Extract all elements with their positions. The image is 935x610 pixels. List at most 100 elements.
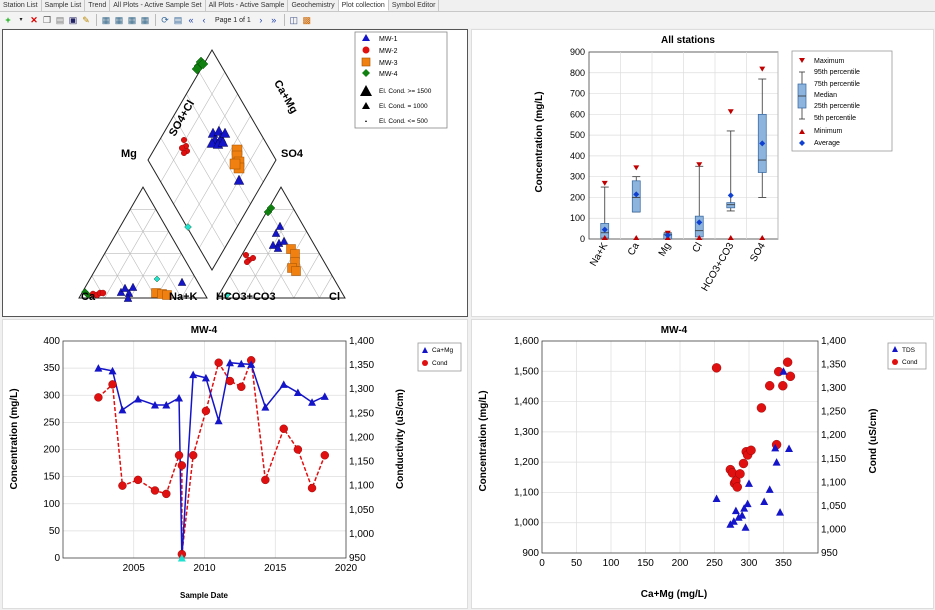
piper-diagram-pane[interactable]: SO4+Cl Ca+Mg Mg SO4 Ca Na+K HCO3+CO3 Cl … <box>2 29 468 317</box>
scatter-y2tick: 1,250 <box>821 407 846 418</box>
boxplot-xtick: Na+K <box>588 241 610 269</box>
scatter-tds-point <box>779 367 788 375</box>
scatter-tds-point <box>743 499 752 508</box>
piper-label-nak: Na+K <box>169 291 197 303</box>
scatter-ytick: 1,100 <box>514 487 539 498</box>
tab-sample-list[interactable]: Sample List <box>42 0 86 11</box>
add-icon[interactable]: + <box>5 15 11 25</box>
scatter-y2tick: 1,200 <box>821 430 846 441</box>
grid-icon[interactable]: ▦ <box>101 15 111 25</box>
scatter-ytick: 1,600 <box>514 336 539 347</box>
tab-plot-collection[interactable]: Plot collection <box>338 0 389 11</box>
boxplot-chart: All stations Concentration (mg/L) 0 100 20… <box>534 35 893 293</box>
trend-cond-point <box>320 451 329 460</box>
cation-triangle-outline <box>78 186 208 299</box>
trend-ytick: 0 <box>54 553 60 564</box>
trend-y2tick: 1,300 <box>349 384 374 395</box>
first-page-icon[interactable]: « <box>188 15 194 25</box>
trend-cond-point <box>261 475 270 485</box>
trend-ytick: 300 <box>43 390 60 401</box>
trend-camg-point <box>279 380 288 388</box>
tab-trend[interactable]: Trend <box>85 0 111 11</box>
trend-cond-line <box>97 360 326 555</box>
trend-xlabel: Sample Date <box>180 591 229 600</box>
toolbar-separator <box>155 14 156 26</box>
timeseries-pane[interactable]: MW-4 Concentration (mg/L) Conductivity (… <box>2 319 468 609</box>
trend-cond-point <box>108 380 117 389</box>
trend-cond-point <box>177 461 187 470</box>
scatter-cond-point <box>765 381 775 391</box>
legend-maximum-icon <box>799 58 805 63</box>
piper-point-mw1 <box>219 127 231 138</box>
trend-cond-point <box>174 451 184 460</box>
trend-camg-point <box>214 416 223 425</box>
page-indicator: Page 1 of 1 <box>215 16 251 24</box>
copy-icon[interactable]: ❐ <box>42 15 52 25</box>
trend-y2tick: 1,100 <box>349 481 374 492</box>
scatter-legend: TDS Cond <box>887 342 927 370</box>
boxplot-max-marker <box>727 109 734 115</box>
trend-y2label: Conductivity (uS/cm) <box>395 389 406 489</box>
grid-remove-icon[interactable]: ▦ <box>140 15 150 25</box>
save-icon[interactable]: ▣ <box>68 15 78 25</box>
scatter-tds-point <box>760 497 769 506</box>
scatter-ytick: 1,000 <box>514 518 539 529</box>
prev-page-icon[interactable]: ‹ <box>202 15 206 25</box>
piper-point-mw4 <box>191 63 203 75</box>
tab-station-list[interactable]: Station List <box>0 0 42 11</box>
legend-minimum-icon <box>799 129 805 134</box>
trend-ytick: 400 <box>43 336 60 347</box>
layout-icon[interactable]: ▤ <box>173 15 183 25</box>
tab-all-plots-sample-set[interactable]: All Plots - Active Sample Set <box>110 0 206 11</box>
legend-mw2: MW-2 <box>379 48 398 55</box>
refresh-icon[interactable]: ⟳ <box>161 15 169 25</box>
next-page-icon[interactable]: › <box>259 15 263 25</box>
tab-bar: Station List Sample List Trend All Plots… <box>0 0 935 12</box>
boxplot-pane[interactable]: All stations Concentration (mg/L) 0 100 20… <box>471 29 934 317</box>
scatter-ytick: 1,300 <box>514 427 539 438</box>
scatter-ytick: 1,500 <box>514 366 539 377</box>
trend-camg-point <box>162 401 171 409</box>
grid-edit-icon[interactable]: ▦ <box>127 15 137 25</box>
dropdown-arrow-icon[interactable]: ▾ <box>19 17 23 23</box>
scatter-ytick: 1,400 <box>514 397 539 408</box>
piper-point-mw3 <box>291 266 301 276</box>
trend-camg-point <box>293 388 302 397</box>
scatter-cond-point <box>785 371 796 382</box>
diamond-grid <box>198 71 264 183</box>
delete-icon[interactable]: ✕ <box>30 15 38 25</box>
grid-add-icon[interactable]: ▦ <box>114 15 124 25</box>
piper-point-cyan <box>153 275 161 283</box>
last-page-icon[interactable]: » <box>271 15 277 25</box>
piper-point-mw4 <box>197 58 209 70</box>
edit-icon[interactable]: ✎ <box>82 15 90 25</box>
legend-average: Average <box>814 140 840 147</box>
trend-cond-point <box>118 481 127 490</box>
trend-camg-point <box>108 366 117 375</box>
scatter-pane[interactable]: MW-4 Concentration (mg/L) Cond (uS/cm) C… <box>471 319 934 609</box>
image-icon[interactable]: ▩ <box>302 15 312 25</box>
trend-camg-point <box>175 393 184 402</box>
legend-size-medium-icon <box>362 102 370 109</box>
piper-point-mw1 <box>206 137 218 148</box>
diamond-grid <box>198 137 264 249</box>
scatter-y2tick: 1,050 <box>821 501 846 512</box>
scatter-chart: MW-4 Concentration (mg/L) Cond (uS/cm) C… <box>478 325 927 600</box>
boxplot-avg-marker <box>727 192 734 199</box>
tab-symbol-editor[interactable]: Symbol Editor <box>389 0 440 11</box>
split-view-icon[interactable]: ◫ <box>289 15 299 25</box>
trend-y2tick: 1,050 <box>349 505 374 516</box>
legend-circle-icon <box>362 46 370 54</box>
trend-y2tick: 1,200 <box>349 432 374 443</box>
paste-icon[interactable]: ▤ <box>55 15 65 25</box>
boxplot-legend: Maximum 95th percentile 75th percentile … <box>791 50 893 152</box>
trend-ytick: 50 <box>49 526 61 537</box>
trend-camg-point <box>133 395 142 403</box>
scatter-xtick: 0 <box>539 558 545 569</box>
tab-geochemistry[interactable]: Geochemistry <box>288 0 339 11</box>
tab-all-plots-sample[interactable]: All Plots - Active Sample <box>206 0 289 11</box>
trend-cond-point <box>150 486 160 495</box>
scatter-xtick: 200 <box>672 558 689 569</box>
legend-tds-icon <box>892 346 898 352</box>
trend-ytick: 100 <box>43 499 60 510</box>
